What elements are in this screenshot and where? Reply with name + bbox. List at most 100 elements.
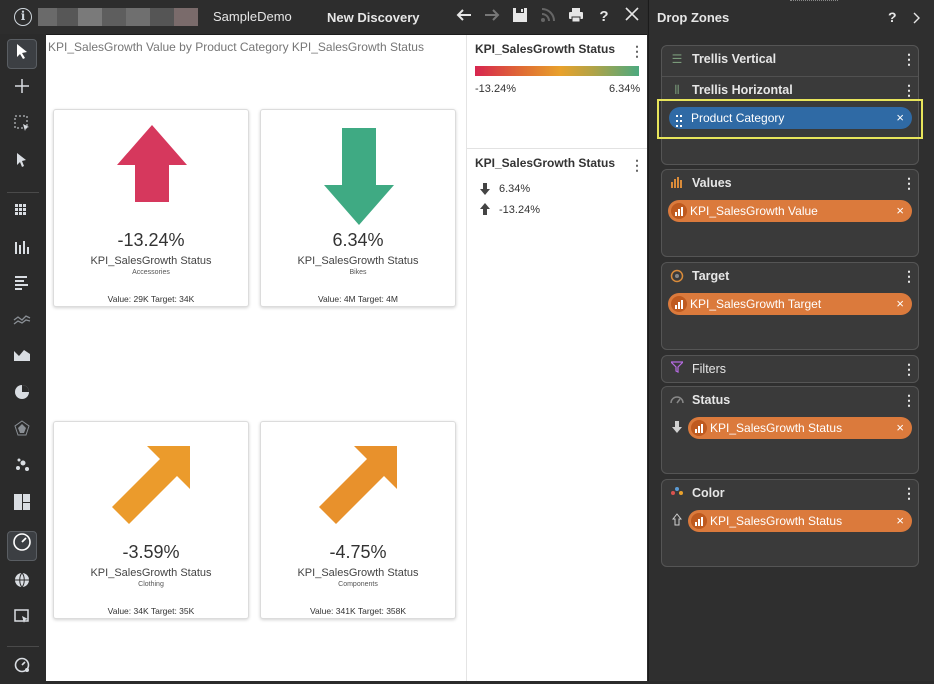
undo-icon[interactable] xyxy=(453,6,475,28)
trellis-horizontal-icon: ⦀ xyxy=(674,83,680,97)
color-legend-menu-icon[interactable]: ⋮ xyxy=(630,43,644,59)
trellis-zone[interactable]: ☰ Trellis Vertical ⋮ ⦀ Trellis Horizonta… xyxy=(661,45,919,165)
kpi-category: Components xyxy=(338,581,378,588)
print-icon[interactable] xyxy=(565,6,587,28)
rss-icon[interactable] xyxy=(537,6,559,28)
line-chart-icon[interactable] xyxy=(7,308,37,338)
info-icon[interactable]: i xyxy=(14,8,32,26)
column-chart-icon[interactable] xyxy=(7,236,37,266)
shape-legend-title: KPI_SalesGrowth Status xyxy=(475,156,616,170)
kpi-value-target: Value: 341K Target: 358K xyxy=(309,606,407,616)
arrow-diagonal-icon xyxy=(112,446,190,524)
app-title[interactable]: SampleDemo xyxy=(213,9,292,24)
pill-label: KPI_SalesGrowth Value xyxy=(690,204,818,218)
settings-icon[interactable] xyxy=(7,654,37,684)
remove-pill-icon[interactable]: × xyxy=(896,110,904,125)
gauge-kpi-icon[interactable] xyxy=(7,531,37,561)
color-legend-max: 6.34% xyxy=(609,83,641,95)
shape-legend-menu-icon[interactable]: ⋮ xyxy=(630,157,644,173)
select-pointer-icon[interactable] xyxy=(7,39,37,69)
target-label: Target xyxy=(692,269,730,283)
arrow-down-icon xyxy=(672,420,682,438)
product-category-pill[interactable]: Product Category × xyxy=(669,107,912,129)
drill-pointer-icon[interactable] xyxy=(7,149,37,179)
redo-icon[interactable] xyxy=(481,6,503,28)
treemap-icon[interactable] xyxy=(7,491,37,521)
crosshair-icon[interactable] xyxy=(7,75,37,105)
kpi-percent: 6.34% xyxy=(332,230,384,250)
discovery-title: New Discovery xyxy=(327,10,420,25)
color-menu-icon[interactable]: ⋮ xyxy=(902,485,916,501)
color-label: Color xyxy=(692,486,725,500)
kpi-value-target: Value: 34K Target: 35K xyxy=(107,606,195,616)
bar-chart-icon[interactable] xyxy=(7,272,37,302)
top-bar: i SampleDemo New Discovery ? xyxy=(0,0,647,35)
filters-label: Filters xyxy=(692,362,727,376)
chart-title: KPI_SalesGrowth Value by Product Categor… xyxy=(48,40,424,54)
kpi-color-pill[interactable]: KPI_SalesGrowth Status × xyxy=(688,510,912,532)
values-label: Values xyxy=(692,176,732,190)
kpi-tile[interactable]: -13.24% KPI_SalesGrowth Status Accessori… xyxy=(53,109,249,307)
status-menu-icon[interactable]: ⋮ xyxy=(902,392,916,408)
panel-resize-grip[interactable] xyxy=(790,0,838,4)
kpi-target-pill[interactable]: KPI_SalesGrowth Target × xyxy=(668,293,912,315)
pie-chart-icon[interactable] xyxy=(7,381,37,411)
filters-zone[interactable]: Filters ⋮ xyxy=(661,355,919,383)
kpi-value-target: Value: 4M Target: 4M xyxy=(317,294,398,304)
color-palette-icon xyxy=(669,486,685,502)
kpi-tile[interactable]: 6.34% KPI_SalesGrowth Status Bikes Value… xyxy=(260,109,456,307)
save-icon[interactable] xyxy=(509,6,531,28)
kpi-value-pill[interactable]: KPI_SalesGrowth Value × xyxy=(668,200,912,222)
kpi-category: Accessories xyxy=(132,269,170,276)
pill-label: KPI_SalesGrowth Status xyxy=(710,421,843,435)
color-legend-min: -13.24% xyxy=(475,83,516,95)
custom-visual-icon[interactable] xyxy=(7,606,37,636)
arrow-up-icon xyxy=(117,125,187,202)
filter-icon xyxy=(669,361,685,377)
kpi-tile[interactable]: -4.75% KPI_SalesGrowth Status Components… xyxy=(260,421,456,619)
close-icon[interactable] xyxy=(621,6,643,28)
remove-pill-icon[interactable]: × xyxy=(896,513,904,528)
remove-pill-icon[interactable]: × xyxy=(896,420,904,435)
collapse-panel-icon[interactable] xyxy=(911,11,921,29)
trellis-vertical-icon: ☰ xyxy=(671,52,683,66)
values-menu-icon[interactable]: ⋮ xyxy=(902,175,916,191)
help-icon[interactable]: ? xyxy=(599,8,609,25)
arrow-up-icon xyxy=(479,202,491,220)
kpi-status-pill[interactable]: KPI_SalesGrowth Status × xyxy=(688,417,912,439)
kpi-status-label: KPI_SalesGrowth Status xyxy=(297,567,419,579)
kpi-percent: -3.59% xyxy=(122,542,180,562)
kpi-category: Bikes xyxy=(349,269,367,276)
values-icon xyxy=(669,176,685,192)
target-menu-icon[interactable]: ⋮ xyxy=(902,268,916,284)
arrow-up-outline-icon xyxy=(671,513,683,531)
drag-handle-icon[interactable] xyxy=(676,112,682,134)
pill-label: KPI_SalesGrowth Status xyxy=(710,514,843,528)
shape-legend-item: -13.24% xyxy=(499,204,540,216)
scatter-chart-icon[interactable] xyxy=(7,454,37,484)
status-label: Status xyxy=(692,393,731,407)
remove-pill-icon[interactable]: × xyxy=(896,296,904,311)
trellis-horizontal-label: Trellis Horizontal xyxy=(692,83,793,97)
kpi-value-target: Value: 29K Target: 34K xyxy=(107,294,195,304)
color-legend-title: KPI_SalesGrowth Status xyxy=(475,42,616,56)
shape-legend-item: 6.34% xyxy=(499,183,531,195)
drop-zones-help-icon[interactable]: ? xyxy=(888,9,897,25)
marquee-select-icon[interactable] xyxy=(7,112,37,142)
kpi-status-label: KPI_SalesGrowth Status xyxy=(90,255,212,267)
area-chart-icon[interactable] xyxy=(7,344,37,374)
kpi-tile[interactable]: -3.59% KPI_SalesGrowth Status Clothing V… xyxy=(53,421,249,619)
kpi-category: Clothing xyxy=(138,581,164,588)
visual-toolbar xyxy=(0,34,47,681)
arrow-diagonal-icon xyxy=(319,446,397,524)
filters-menu-icon[interactable]: ⋮ xyxy=(902,361,916,377)
arrow-down-icon xyxy=(324,128,394,225)
kpi-percent: -4.75% xyxy=(329,542,387,562)
globe-map-icon[interactable] xyxy=(7,569,37,599)
trellis-horizontal-menu-icon[interactable]: ⋮ xyxy=(902,82,916,98)
grid-icon[interactable] xyxy=(7,200,37,230)
arrow-down-icon xyxy=(479,182,491,200)
radar-chart-icon[interactable] xyxy=(7,418,37,448)
remove-pill-icon[interactable]: × xyxy=(896,203,904,218)
trellis-vertical-menu-icon[interactable]: ⋮ xyxy=(902,51,916,67)
